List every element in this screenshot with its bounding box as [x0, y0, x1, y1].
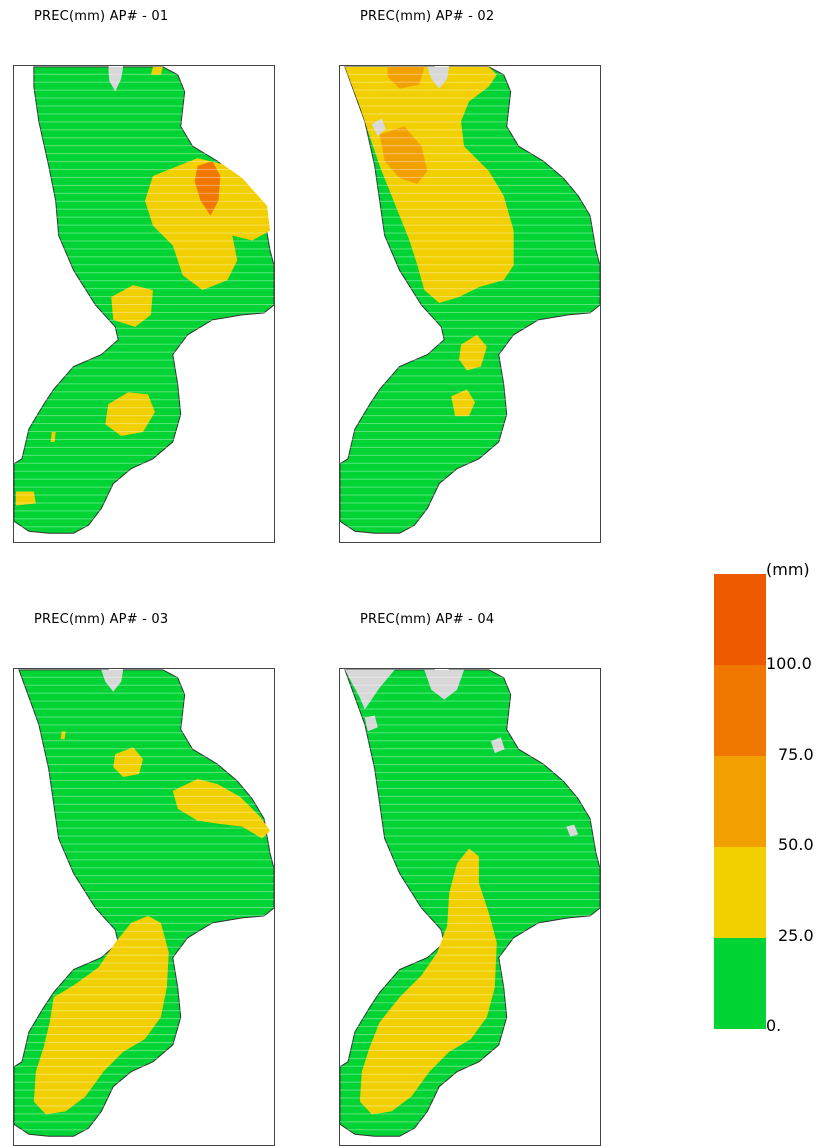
legend-label-25: 25.0 — [778, 926, 814, 945]
legend-label-50: 50.0 — [778, 835, 814, 854]
map-panel-03 — [13, 668, 275, 1146]
map-panel-01 — [13, 65, 275, 543]
map-panel-02 — [339, 65, 601, 543]
legend-label-0: 0. — [766, 1016, 782, 1035]
color-legend — [714, 574, 766, 1029]
panel-title-01: PREC(mm) AP# - 01 — [34, 9, 169, 24]
map-04-svg — [340, 669, 600, 1145]
map-panel-04 — [339, 668, 601, 1146]
panel-title-02: PREC(mm) AP# - 02 — [360, 9, 495, 24]
legend-swatch-75-100 — [714, 665, 766, 756]
legend-swatch-25-50 — [714, 847, 766, 938]
map-02-svg — [340, 66, 600, 542]
legend-label-75: 75.0 — [778, 745, 814, 764]
panel-title-03: PREC(mm) AP# - 03 — [34, 612, 169, 627]
legend-swatch-100-plus — [714, 574, 766, 665]
map-03-svg — [14, 669, 274, 1145]
legend-unit-label: (mm) — [766, 560, 810, 579]
legend-swatch-50-75 — [714, 756, 766, 847]
legend-label-100: 100.0 — [766, 654, 812, 673]
panel-title-04: PREC(mm) AP# - 04 — [360, 612, 495, 627]
legend-swatch-0-25 — [714, 938, 766, 1029]
map-01-svg — [14, 66, 274, 542]
